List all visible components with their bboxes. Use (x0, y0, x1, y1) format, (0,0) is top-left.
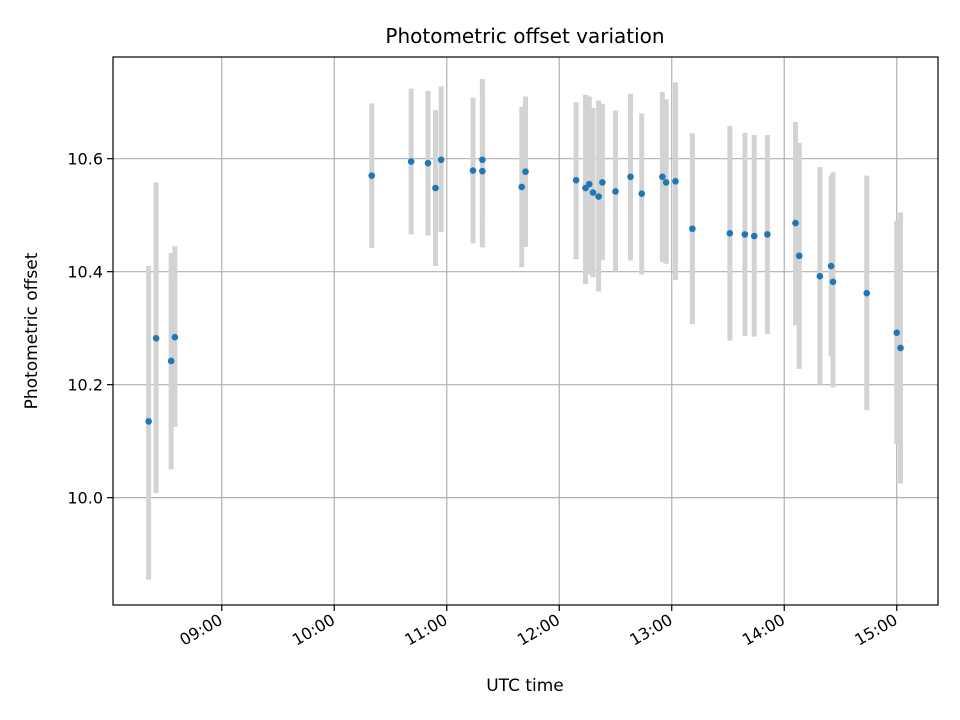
data-point (145, 418, 152, 425)
data-point (518, 183, 526, 191)
y-axis-ticks: 10.0 10.2 10.4 10.6 (67, 150, 113, 508)
data-point (863, 289, 871, 297)
data-points (145, 156, 904, 425)
plot-area-frame (112, 56, 939, 606)
data-point (659, 173, 666, 181)
data-point (612, 188, 619, 195)
data-point (167, 357, 175, 365)
data-point (368, 172, 376, 179)
y-tick-label: 10.0 (67, 489, 103, 508)
data-point (741, 231, 749, 238)
data-point (572, 176, 580, 184)
y-tick-label: 10.6 (67, 150, 103, 169)
data-point (595, 193, 602, 200)
data-point (432, 184, 439, 192)
data-point (827, 262, 835, 270)
data-point (764, 231, 771, 238)
data-point (599, 179, 606, 186)
data-point (589, 189, 597, 196)
data-point (407, 158, 415, 165)
data-point (479, 156, 486, 164)
data-point (662, 179, 670, 186)
data-point (437, 156, 445, 164)
data-point (424, 159, 432, 167)
data-point (893, 329, 901, 336)
x-axis-label: UTC time (486, 676, 564, 696)
data-point (829, 278, 837, 286)
data-point (522, 168, 529, 175)
chart-title: Photometric offset variation (385, 24, 664, 48)
y-tick-label: 10.2 (67, 376, 103, 395)
data-point (585, 180, 593, 188)
data-point (726, 229, 734, 237)
data-point (897, 344, 904, 352)
data-point (627, 173, 634, 181)
data-point (638, 190, 646, 198)
data-point (479, 167, 486, 175)
data-point (469, 167, 477, 174)
data-point (792, 219, 799, 227)
data-point (795, 252, 803, 260)
data-point (750, 232, 758, 240)
data-point (689, 225, 696, 233)
data-point (152, 335, 160, 342)
data-point (816, 272, 824, 280)
y-axis-label: Photometric offset (22, 252, 42, 409)
data-point (672, 177, 679, 185)
data-point (171, 333, 179, 341)
y-tick-label: 10.4 (67, 263, 103, 282)
